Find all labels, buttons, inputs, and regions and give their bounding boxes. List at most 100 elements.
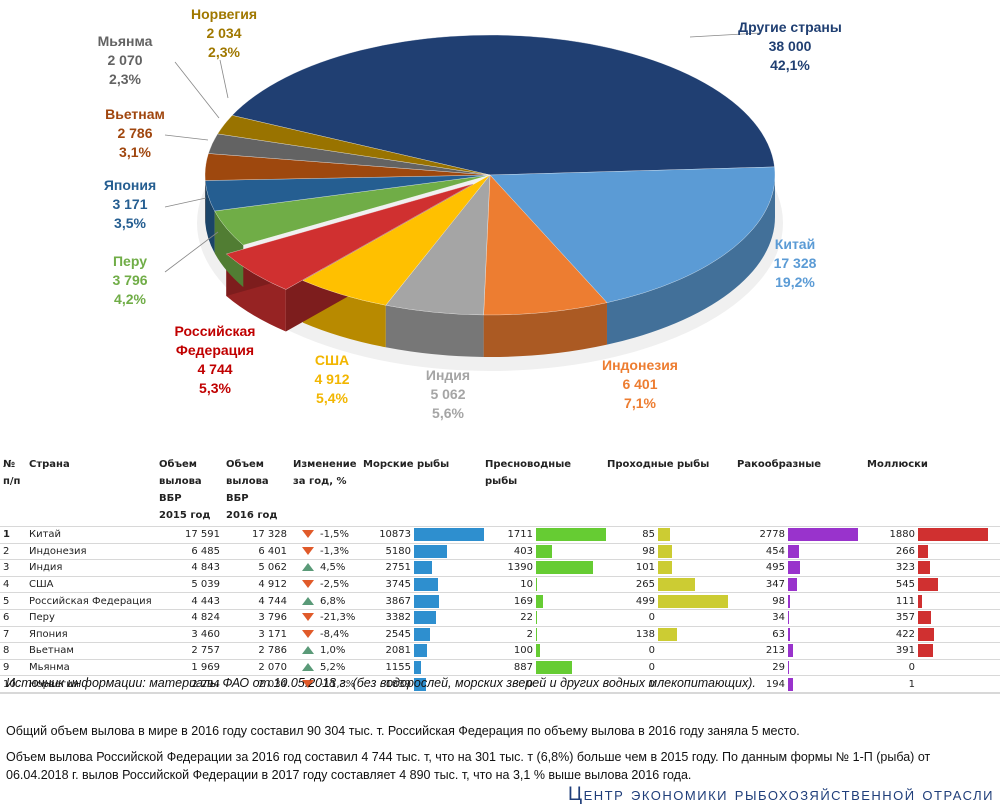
pie-label-value: 2 070: [107, 52, 143, 68]
table-body: 1 Китай 17 591 17 328 -1,5% 10873 1711 85 2778 18…: [0, 526, 1000, 694]
value-molluscs: 266: [895, 545, 915, 557]
pie-label-2: Индонезия 6 401 7,1%: [602, 356, 678, 413]
leader-line-6: [164, 231, 219, 273]
change-value: -11,3%: [320, 678, 356, 690]
cell-diadromous: 0: [604, 675, 734, 694]
bar-molluscs: [918, 644, 933, 658]
pie-label-name: Норвегия: [190, 6, 258, 22]
value-marine: 2081: [385, 645, 411, 657]
cell-freshwater: 0: [482, 675, 604, 694]
cell-vol2016: 5 062: [223, 559, 290, 577]
cell-vol2016: 2 070: [223, 658, 290, 676]
cell-vol2015: 5 039: [156, 575, 223, 593]
pie-slice-Другие страны: [231, 34, 775, 176]
bar-molluscs: [918, 528, 988, 542]
cell-crustaceans: 194: [734, 675, 864, 694]
leader-line-10: [219, 59, 229, 99]
bar-crustaceans: [788, 611, 789, 625]
cell-marine: 1839: [360, 675, 482, 694]
bar-freshwater: [536, 594, 543, 608]
pie-label-percent: 5,6%: [432, 405, 464, 421]
bar-molluscs: [918, 561, 931, 575]
bar-freshwater: [536, 661, 573, 675]
pie-label-7: Япония 3 171 3,5%: [104, 176, 156, 233]
change-value: 1,0%: [320, 645, 346, 657]
cell-vol2016: 4 744: [223, 592, 290, 610]
value-marine: 2751: [385, 562, 411, 574]
cell-molluscs: 323: [864, 559, 1000, 577]
value-crustaceans: 98: [772, 595, 785, 607]
value-freshwater: 169: [513, 595, 533, 607]
cell-diadromous: 85: [604, 526, 734, 544]
bar-crustaceans: [788, 594, 791, 608]
cell-vol2015: 3 460: [156, 625, 223, 643]
pie-label-value: 38 000: [768, 38, 812, 54]
table-row: 9 Мьянма 1 969 2 070 5,2% 1155 887 0 29 0: [0, 658, 1000, 676]
pie-slice-Норвегия: [217, 115, 491, 176]
pie-slice-Индонезия: [483, 174, 608, 316]
header-freshwater: Пресноводные рыбы: [485, 459, 572, 487]
value-molluscs: 111: [895, 595, 915, 607]
table-row: 4 США 5 039 4 912 -2,5% 3745 10 265 347 545: [0, 575, 1000, 593]
pie-slice-side-7: [205, 180, 215, 254]
pie-label-percent: 4,2%: [114, 291, 146, 307]
cell-change: -11,3%: [290, 675, 360, 694]
triangle-up-icon: [302, 596, 314, 605]
cell-diadromous: 0: [604, 642, 734, 660]
cell-change: -1,5%: [290, 526, 360, 544]
triangle-down-icon: [302, 530, 314, 539]
value-crustaceans: 34: [772, 612, 785, 624]
cell-freshwater: 10: [482, 575, 604, 593]
cell-num: 3: [0, 559, 26, 577]
pie-label-value: 3 796: [112, 272, 148, 288]
cell-marine: 2545: [360, 625, 482, 643]
change-value: 4,5%: [320, 562, 346, 574]
value-crustaceans: 29: [772, 662, 785, 674]
value-diadromous: 0: [648, 678, 655, 690]
cell-country: Индия: [26, 559, 156, 577]
cell-diadromous: 138: [604, 625, 734, 643]
pie-label-value: 4 912: [314, 371, 350, 387]
bar-freshwater: [536, 611, 537, 625]
cell-freshwater: 100: [482, 642, 604, 660]
pie-label-name: Перу: [112, 253, 148, 269]
cell-diadromous: 499: [604, 592, 734, 610]
leader-line-8: [164, 134, 209, 141]
value-marine: 1839: [385, 678, 411, 690]
value-freshwater: 1711: [507, 529, 533, 541]
value-freshwater: 1390: [507, 562, 533, 574]
bar-molluscs: [918, 611, 932, 625]
pie-label-0: Другие страны 38 000 42,1%: [738, 18, 842, 75]
cell-molluscs: 545: [864, 575, 1000, 593]
table-row: 10 Норвегия 2 294 2 034 -11,3% 1839 0 0 194 1: [0, 675, 1000, 694]
bar-diadromous: [658, 578, 696, 592]
value-crustaceans: 63: [772, 628, 785, 640]
bar-marine: [414, 677, 426, 691]
pie-label-percent: 2,3%: [109, 71, 141, 87]
bar-marine: [414, 528, 484, 542]
value-freshwater: 887: [513, 662, 533, 674]
cell-change: 5,2%: [290, 658, 360, 676]
cell-vol2016: 2 786: [223, 642, 290, 660]
value-marine: 3382: [385, 612, 411, 624]
value-molluscs: 1880: [889, 529, 915, 541]
pie-label-percent: 42,1%: [770, 57, 810, 73]
value-diadromous: 101: [635, 562, 655, 574]
change-value: 6,8%: [320, 595, 346, 607]
footer-brand: Центр экономики рыбохозяйственной отрасл…: [568, 784, 994, 805]
bar-marine: [414, 544, 448, 558]
table-row: 8 Вьетнам 2 757 2 786 1,0% 2081 100 0 213 391: [0, 642, 1000, 660]
pie-label-percent: 3,5%: [114, 215, 146, 231]
cell-freshwater: 169: [482, 592, 604, 610]
cell-vol2015: 6 485: [156, 542, 223, 560]
header-country: Страна: [29, 459, 70, 470]
cell-molluscs: 357: [864, 608, 1000, 627]
cell-diadromous: 0: [604, 608, 734, 627]
value-freshwater: 10: [520, 579, 533, 591]
leader-line-0: [689, 32, 761, 38]
source-note: Источник информации: материалы ФАО от 10…: [6, 676, 756, 690]
value-diadromous: 0: [648, 612, 655, 624]
cell-freshwater: 2: [482, 625, 604, 643]
value-marine: 2545: [385, 628, 411, 640]
cell-country: Норвегия: [26, 675, 156, 694]
